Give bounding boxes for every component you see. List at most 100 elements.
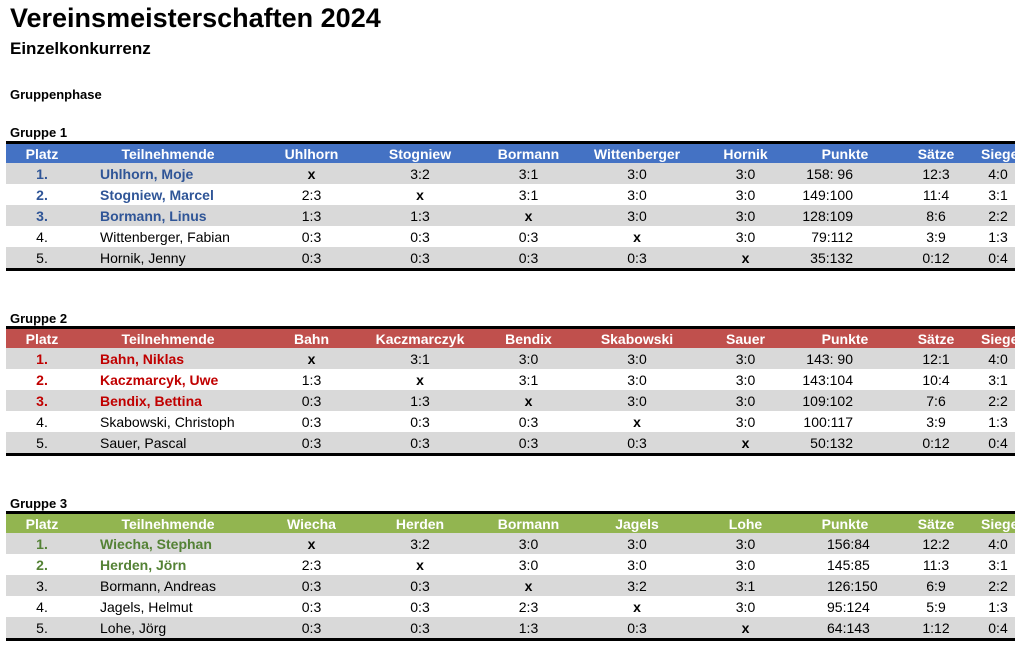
column-header: Skabowski: [582, 326, 692, 348]
points-cell: 156:84: [799, 533, 891, 554]
table-row: 1. Wiecha, Stephan x 3:2 3:0 3:0 3:0 156:84 12:2…: [6, 533, 1015, 554]
result-cell: 0:3: [518, 228, 539, 245]
name-cell: Wiecha, Stephan: [78, 533, 258, 554]
name-cell: Jagels, Helmut: [100, 598, 193, 615]
points-cell: 95:124: [827, 598, 870, 615]
result-cell: 0:3: [582, 247, 692, 271]
group-2-table: Platz Teilnehmende Bahn Kaczmarczyk Bendix Sk…: [6, 326, 1018, 456]
column-header: Platz: [6, 141, 78, 163]
rank-cell: 5.: [6, 247, 78, 271]
result-cell: 0:3: [475, 247, 582, 271]
sets-cell: 12:3: [891, 163, 981, 184]
column-header: Punkte: [799, 326, 891, 348]
result-cell: 0:3: [301, 228, 322, 245]
name-cell: Bormann, Andreas: [78, 575, 258, 596]
table-row: 3. Bendix, Bettina 0:3 1:3 x 3:0 3:0 109:102 7:6…: [6, 390, 1015, 411]
column-header: Punkte: [799, 141, 891, 163]
column-header: Teilnehmende: [78, 511, 258, 533]
points-cell: 143: 90: [799, 348, 891, 369]
result-cell: 3:1: [518, 371, 539, 388]
points-cell: 126:150: [799, 575, 891, 596]
sets-cell: 10:4: [922, 371, 950, 388]
sets-cell: 11:3: [922, 556, 950, 573]
points-cell: 64:143: [799, 617, 891, 641]
rank-cell: 1.: [6, 348, 78, 369]
result-cell: 3:0: [735, 598, 756, 615]
wins-cell: 2:2: [981, 390, 1015, 411]
name-cell: Sauer, Pascal: [78, 432, 258, 456]
result-cell: x: [692, 617, 799, 641]
points-cell: 100:117: [803, 413, 853, 430]
result-cell: 2:3: [301, 556, 322, 573]
table-row: 1. Uhlhorn, Moje x 3:2 3:1 3:0 3:0 158: 96 12:3 4…: [6, 163, 1015, 184]
result-cell: 3:0: [692, 348, 799, 369]
points-cell: 128:109: [799, 205, 891, 226]
result-cell: 2:3: [518, 598, 539, 615]
column-header: Siege: [981, 141, 1018, 163]
result-cell: 3:0: [627, 371, 647, 388]
wins-cell: 1:3: [988, 228, 1008, 245]
result-cell: 1:3: [365, 205, 475, 226]
rank-cell: 2.: [36, 371, 48, 388]
name-cell: Uhlhorn, Moje: [78, 163, 258, 184]
result-cell: 3:1: [692, 575, 799, 596]
points-cell: 50:132: [799, 432, 891, 456]
wins-cell: 0:4: [981, 617, 1015, 641]
name-cell: Wittenberger, Fabian: [100, 228, 230, 245]
wins-cell: 3:1: [988, 556, 1008, 573]
rank-cell: 4.: [36, 228, 48, 245]
group-3-table: Platz Teilnehmende Wiecha Herden Bormann Jage…: [6, 511, 1018, 641]
table-row: 3. Bormann, Andreas 0:3 0:3 x 3:2 3:1 126:150 6:…: [6, 575, 1015, 596]
result-cell: 3:1: [518, 186, 539, 203]
rank-cell: 4.: [36, 598, 48, 615]
wins-cell: 3:1: [988, 186, 1008, 203]
header-row: Platz Teilnehmende Uhlhorn Stogniew Bormann W…: [6, 141, 1018, 163]
result-cell: 0:3: [301, 413, 322, 430]
name-cell: Kaczmarcyk, Uwe: [100, 371, 219, 388]
result-cell: x: [692, 432, 799, 456]
column-header: Platz: [6, 326, 78, 348]
sets-cell: 8:6: [891, 205, 981, 226]
result-cell: 3:0: [735, 413, 756, 430]
result-cell: 0:3: [365, 247, 475, 271]
result-cell: 3:0: [582, 533, 692, 554]
page-title: Vereinsmeisterschaften 2024: [10, 3, 381, 33]
column-header: Bendix: [475, 326, 582, 348]
result-cell: 3:0: [735, 556, 756, 573]
result-cell: x: [416, 371, 424, 388]
result-cell: 3:0: [692, 205, 799, 226]
rank-cell: 5.: [6, 432, 78, 456]
column-header: Punkte: [799, 511, 891, 533]
column-header: Sätze: [891, 511, 981, 533]
result-cell: x: [258, 348, 365, 369]
sets-cell: 5:9: [926, 598, 946, 615]
sets-cell: 3:9: [926, 228, 946, 245]
result-cell: x: [475, 205, 582, 226]
result-cell: 3:2: [582, 575, 692, 596]
rank-cell: 5.: [6, 617, 78, 641]
column-header: Uhlhorn: [258, 141, 365, 163]
result-cell: 3:0: [582, 348, 692, 369]
column-header: Siege: [981, 326, 1018, 348]
column-header: Siege: [981, 511, 1018, 533]
name-cell: Stogniew, Marcel: [100, 186, 214, 203]
sets-cell: 12:1: [891, 348, 981, 369]
wins-cell: 4:0: [981, 348, 1015, 369]
rank-cell: 2.: [36, 186, 48, 203]
result-cell: x: [258, 163, 365, 184]
result-cell: 0:3: [301, 598, 322, 615]
result-cell: 0:3: [365, 575, 475, 596]
result-cell: 3:0: [692, 163, 799, 184]
result-cell: 3:1: [475, 163, 582, 184]
rank-cell: 4.: [36, 413, 48, 430]
wins-cell: 1:3: [988, 413, 1008, 430]
result-cell: 3:0: [475, 533, 582, 554]
rank-cell: 1.: [6, 163, 78, 184]
result-cell: 0:3: [582, 432, 692, 456]
sets-cell: 7:6: [891, 390, 981, 411]
result-cell: x: [633, 413, 641, 430]
wins-cell: 4:0: [981, 163, 1015, 184]
wins-cell: 2:2: [981, 205, 1015, 226]
points-cell: 79:112: [811, 228, 853, 245]
sets-cell: 0:12: [891, 432, 981, 456]
